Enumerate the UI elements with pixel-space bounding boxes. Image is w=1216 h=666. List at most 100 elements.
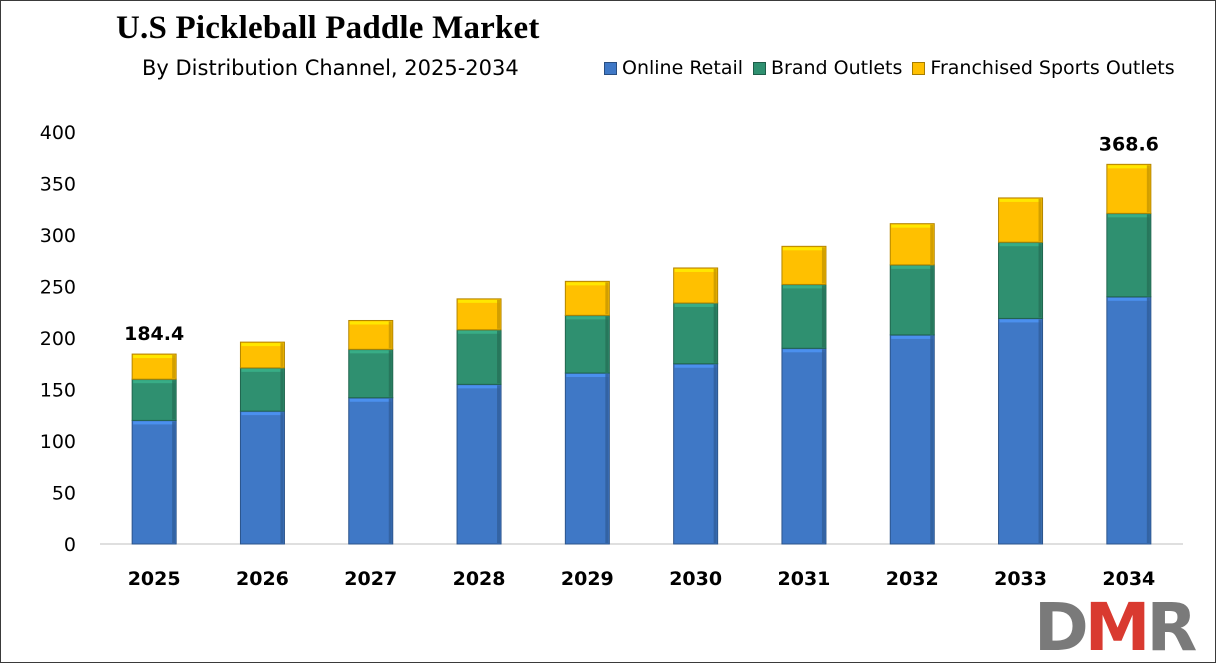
bar-bevel-side-franchised-sports-outlets-2025 (172, 355, 176, 379)
bar-bevel-side-brand-outlets-2026 (280, 368, 284, 411)
bar-bevel-side-online-retail-2032 (930, 335, 934, 543)
logo-letter-d: D (1034, 589, 1089, 666)
bar-bevel-top-franchised-sports-outlets-2027 (349, 321, 392, 325)
chart-legend: Online Retail Brand Outlets Franchised S… (604, 57, 1185, 79)
bar-brand-outlets-2030 (673, 302, 719, 365)
bar-franchised-sports-outlets-2031 (781, 245, 827, 285)
bar-brand-outlets-2027 (348, 348, 394, 399)
bar-bevel-side-brand-outlets-2025 (172, 380, 176, 420)
bar-bevel-top-brand-outlets-2033 (999, 243, 1042, 247)
x-tick-label-2033: 2033 (994, 568, 1047, 590)
bar-bevel-side-brand-outlets-2028 (497, 330, 501, 384)
data-label-2034: 368.6 (1099, 133, 1159, 155)
bar-bevel-top-online-retail-2030 (674, 364, 717, 368)
bar-online-retail-2025 (131, 419, 177, 545)
bar-bevel-top-brand-outlets-2028 (458, 330, 501, 334)
y-tick-label: 0 (64, 534, 76, 556)
bar-online-retail-2031 (781, 347, 827, 545)
bar-bevel-top-online-retail-2028 (458, 385, 501, 389)
bar-bevel-top-online-retail-2031 (782, 349, 825, 353)
bar-online-retail-2027 (348, 397, 394, 545)
bar-bevel-side-franchised-sports-outlets-2033 (1038, 198, 1042, 242)
bar-online-retail-2034 (1106, 296, 1152, 545)
bar-bevel-top-franchised-sports-outlets-2032 (891, 224, 934, 228)
bar-bevel-side-franchised-sports-outlets-2026 (280, 343, 284, 367)
x-tick-label-2030: 2030 (669, 568, 722, 590)
x-tick-label-2027: 2027 (344, 568, 397, 590)
bar-bevel-top-franchised-sports-outlets-2031 (782, 247, 825, 251)
bar-bevel-side-brand-outlets-2032 (930, 265, 934, 334)
bar-bevel-top-franchised-sports-outlets-2026 (241, 343, 284, 347)
bar-online-retail-2030 (673, 363, 719, 545)
bar-brand-outlets-2026 (239, 367, 285, 412)
bar-bevel-side-franchised-sports-outlets-2030 (713, 268, 717, 302)
legend-swatch-online-retail (604, 61, 617, 75)
bar-bevel-side-online-retail-2031 (821, 349, 825, 543)
bar-franchised-sports-outlets-2032 (889, 223, 935, 266)
bar-franchised-sports-outlets-2026 (239, 341, 285, 369)
bar-franchised-sports-outlets-2030 (673, 267, 719, 304)
bar-bevel-side-franchised-sports-outlets-2029 (605, 282, 609, 315)
bar-bevel-side-brand-outlets-2030 (713, 303, 717, 363)
bar-bevel-side-franchised-sports-outlets-2032 (930, 224, 934, 264)
bar-bevel-top-brand-outlets-2029 (566, 316, 609, 320)
bar-bevel-side-franchised-sports-outlets-2034 (1146, 165, 1150, 213)
bar-franchised-sports-outlets-2029 (564, 280, 610, 316)
legend-label-franchised-sports-outlets: Franchised Sports Outlets (930, 57, 1175, 79)
bar-franchised-sports-outlets-2028 (456, 298, 502, 331)
bar-franchised-sports-outlets-2033 (998, 197, 1044, 243)
legend-swatch-franchised-sports-outlets (912, 61, 926, 75)
bar-bevel-side-online-retail-2025 (172, 421, 176, 543)
bar-online-retail-2028 (456, 383, 502, 545)
bar-bevel-top-online-retail-2033 (999, 319, 1042, 323)
bar-bevel-top-brand-outlets-2025 (133, 380, 176, 384)
legend-item-online-retail: Online Retail (604, 57, 743, 79)
bar-bevel-top-brand-outlets-2030 (674, 303, 717, 307)
legend-label-brand-outlets: Brand Outlets (771, 57, 903, 79)
bar-online-retail-2032 (889, 334, 935, 545)
logo-letter-m: M (1084, 589, 1151, 666)
bar-online-retail-2029 (564, 372, 610, 545)
dmr-logo: D M R (1034, 589, 1197, 666)
bar-bevel-top-online-retail-2029 (566, 374, 609, 378)
bar-bevel-side-online-retail-2030 (713, 364, 717, 543)
bar-bevel-side-franchised-sports-outlets-2031 (821, 247, 825, 284)
legend-item-franchised-sports-outlets: Franchised Sports Outlets (912, 57, 1175, 79)
y-tick-label: 350 (40, 174, 76, 196)
bar-bevel-side-online-retail-2029 (605, 374, 609, 543)
bar-bevel-top-online-retail-2032 (891, 335, 934, 339)
bar-bevel-side-brand-outlets-2034 (1146, 214, 1150, 296)
bar-bevel-top-online-retail-2026 (241, 412, 284, 416)
bar-bevel-side-online-retail-2027 (388, 398, 392, 543)
bar-bevel-side-franchised-sports-outlets-2028 (497, 299, 501, 329)
bar-bevel-side-online-retail-2028 (497, 385, 501, 543)
legend-swatch-brand-outlets (753, 61, 767, 75)
bar-online-retail-2033 (998, 317, 1044, 545)
bar-bevel-side-online-retail-2034 (1146, 297, 1150, 543)
bar-franchised-sports-outlets-2025 (131, 353, 177, 380)
bar-bevel-top-franchised-sports-outlets-2030 (674, 268, 717, 272)
bar-bevel-top-online-retail-2027 (349, 398, 392, 402)
bar-bevel-top-brand-outlets-2032 (891, 265, 934, 269)
bar-bevel-top-online-retail-2025 (133, 421, 176, 425)
y-tick-label: 300 (40, 225, 76, 247)
y-tick-label: 50 (52, 483, 76, 505)
logo-letter-r: R (1146, 589, 1197, 666)
bar-bevel-top-franchised-sports-outlets-2034 (1107, 165, 1150, 169)
data-label-2025: 184.4 (124, 323, 184, 345)
y-tick-label: 100 (40, 431, 76, 453)
bar-brand-outlets-2033 (998, 241, 1044, 319)
bar-bevel-side-online-retail-2033 (1038, 319, 1042, 543)
bar-bevel-top-brand-outlets-2034 (1107, 214, 1150, 218)
bar-brand-outlets-2031 (781, 283, 827, 349)
bar-online-retail-2026 (239, 410, 285, 545)
x-tick-label-2031: 2031 (778, 568, 831, 590)
bar-bevel-top-brand-outlets-2031 (782, 285, 825, 289)
y-tick-label: 200 (40, 328, 76, 350)
bar-bevel-top-franchised-sports-outlets-2033 (999, 198, 1042, 202)
bar-bevel-side-online-retail-2026 (280, 412, 284, 543)
bar-bevel-top-franchised-sports-outlets-2029 (566, 282, 609, 286)
bar-bevel-side-franchised-sports-outlets-2027 (388, 321, 392, 349)
y-tick-label: 150 (40, 380, 76, 402)
